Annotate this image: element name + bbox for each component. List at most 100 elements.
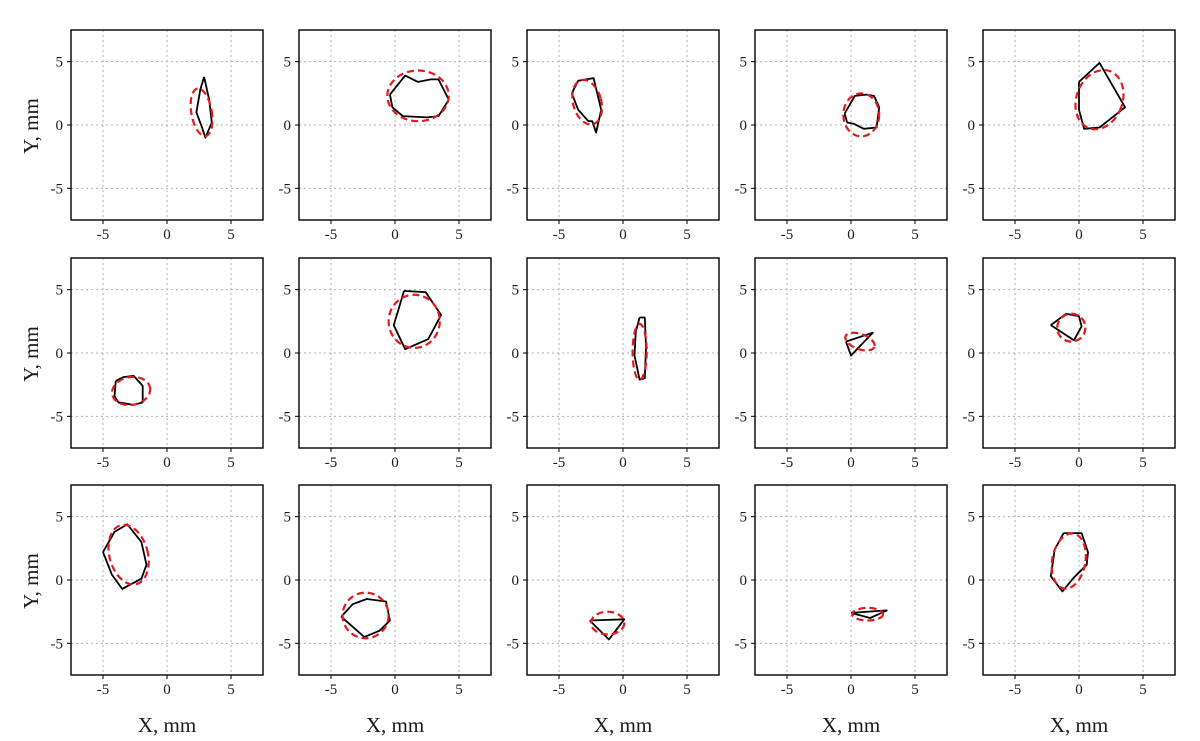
x-tick-label: -5	[325, 682, 338, 698]
x-tick-label: 0	[847, 455, 855, 471]
y-tick-label: -5	[279, 636, 292, 652]
panel-9: -5 0 5 -5 0 5	[735, 257, 948, 471]
panel-10: -5 0 5 -5 0 5	[963, 257, 1176, 471]
y-axis-label-row-3: Y, mm	[19, 553, 43, 609]
y-tick-label: 5	[56, 283, 64, 299]
y-tick-label: 5	[56, 510, 64, 526]
x-axis-label-col-5: X, mm	[1050, 713, 1108, 737]
y-axis-label-row-2: Y, mm	[19, 326, 43, 382]
panel-7: -5 0 5 -5 0 5	[279, 257, 492, 471]
panel-plot-area	[1074, 62, 1126, 131]
y-tick-label: -5	[963, 409, 976, 425]
panel-1: -5 0 5 -5 0 5	[51, 29, 264, 243]
measured-contour	[845, 331, 874, 357]
y-tick-label: 5	[968, 283, 976, 299]
fitted-contour	[571, 78, 604, 126]
x-tick-label: 0	[163, 227, 171, 243]
x-tick-label: 5	[911, 227, 919, 243]
x-axis-label-col-3: X, mm	[594, 713, 652, 737]
measured-contour	[589, 618, 626, 641]
measured-contour	[102, 523, 148, 590]
x-tick-label: 0	[1075, 682, 1083, 698]
panel-13: -5 0 5 -5 0 5	[507, 484, 720, 698]
y-tick-label: 0	[512, 118, 520, 134]
fitted-contour	[1074, 68, 1125, 131]
x-tick-label: 5	[1139, 682, 1147, 698]
y-tick-label: 0	[512, 573, 520, 589]
panel-2: -5 0 5 -5 0 5	[279, 29, 492, 243]
x-tick-label: -5	[781, 227, 794, 243]
x-tick-label: 0	[619, 227, 627, 243]
x-tick-label: -5	[325, 227, 338, 243]
x-tick-label: -5	[781, 455, 794, 471]
panel-plot-area	[340, 591, 391, 640]
y-tick-label: 0	[968, 346, 976, 362]
x-tick-label: 0	[619, 455, 627, 471]
y-tick-label: 5	[56, 55, 64, 71]
y-tick-label: 0	[512, 346, 520, 362]
y-tick-label: -5	[279, 181, 292, 197]
panel-14: -5 0 5 -5 0 5	[735, 484, 948, 698]
x-tick-label: 0	[619, 682, 627, 698]
panel-plot-area	[102, 523, 150, 590]
x-tick-label: -5	[325, 455, 338, 471]
panel-15: -5 0 5 -5 0 5	[963, 484, 1176, 698]
x-tick-label: -5	[97, 455, 110, 471]
x-tick-label: 0	[847, 227, 855, 243]
x-tick-label: 5	[911, 682, 919, 698]
panel-plot-area	[387, 290, 443, 351]
x-tick-label: 0	[391, 227, 399, 243]
x-tick-label: 5	[455, 227, 463, 243]
y-tick-label: 5	[740, 283, 748, 299]
panel-plot-area	[631, 316, 648, 381]
panel-plot-area	[189, 76, 214, 139]
measured-contour	[195, 76, 213, 139]
x-tick-label: 5	[683, 227, 691, 243]
x-tick-label: 0	[1075, 227, 1083, 243]
fitted-contour	[589, 610, 626, 636]
fitted-contour	[842, 92, 881, 138]
panel-plot-area	[842, 92, 881, 138]
fitted-contour	[189, 87, 214, 138]
fitted-contour	[387, 293, 441, 350]
y-tick-label: -5	[735, 636, 748, 652]
x-tick-label: 5	[227, 455, 235, 471]
panels-group: -5 0 5 -5 0 5 -5 0 5 -5 0 5 -5 0 5 -5 0 5 -5 0 5 -5 0 5 -5 0 5 -5 0 5…	[51, 29, 1176, 698]
y-tick-label: 0	[740, 118, 748, 134]
panel-5: -5 0 5 -5 0 5	[963, 29, 1176, 243]
y-tick-label: 5	[968, 55, 976, 71]
measured-contour	[392, 290, 443, 351]
x-tick-label: 5	[455, 682, 463, 698]
panel-11: -5 0 5 -5 0 5	[51, 484, 264, 698]
y-tick-label: 5	[512, 510, 520, 526]
panel-plot-area	[850, 606, 888, 622]
x-tick-label: -5	[553, 682, 566, 698]
y-tick-label: 0	[740, 573, 748, 589]
panel-plot-area	[589, 610, 626, 641]
x-axis-label-col-1: X, mm	[138, 713, 196, 737]
fitted-contour	[107, 523, 150, 586]
measured-contour	[1050, 312, 1083, 342]
x-tick-label: 0	[391, 455, 399, 471]
x-tick-label: -5	[553, 227, 566, 243]
x-tick-label: 5	[1139, 227, 1147, 243]
y-tick-label: 5	[968, 510, 976, 526]
measured-contour	[843, 93, 881, 130]
measured-contour	[1078, 62, 1126, 130]
x-tick-label: 5	[227, 227, 235, 243]
x-tick-label: -5	[97, 682, 110, 698]
panel-8: -5 0 5 -5 0 5	[507, 257, 720, 471]
y-tick-label: 5	[284, 283, 292, 299]
y-tick-label: -5	[507, 409, 520, 425]
fitted-contour	[386, 69, 450, 123]
panel-12: -5 0 5 -5 0 5	[279, 484, 492, 698]
fitted-contour	[851, 606, 885, 622]
y-tick-label: 0	[56, 346, 64, 362]
x-tick-label: 0	[391, 682, 399, 698]
panel-plot-area	[386, 69, 450, 123]
measured-contour	[850, 609, 888, 619]
x-tick-label: 5	[911, 455, 919, 471]
x-tick-label: 5	[683, 455, 691, 471]
y-tick-label: -5	[51, 181, 64, 197]
x-tick-label: -5	[553, 455, 566, 471]
